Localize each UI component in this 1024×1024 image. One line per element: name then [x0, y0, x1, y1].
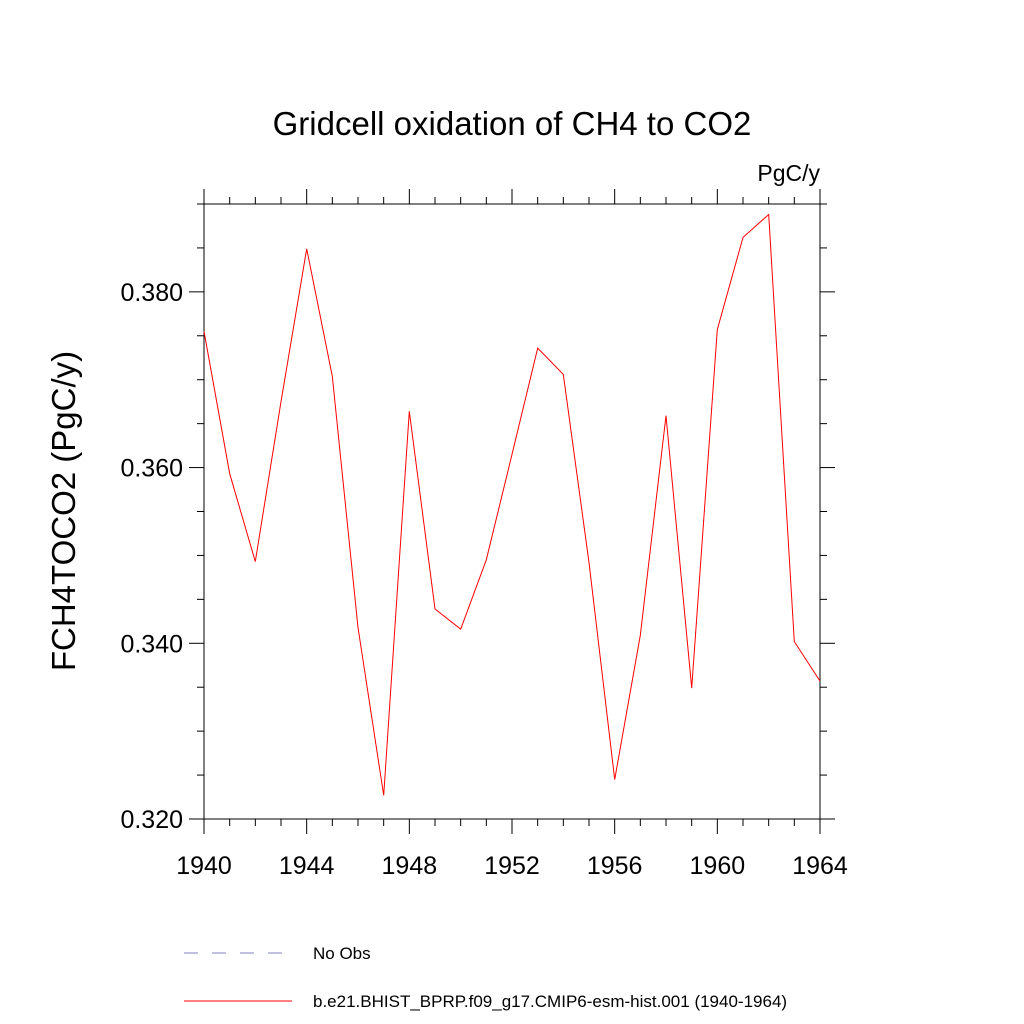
legend: No Obs b.e21.BHIST_BPRP.f09_g17.CMIP6-es… — [184, 944, 787, 1011]
y-axis-label: FCH4TOCO2 (PgC/y) — [45, 351, 82, 671]
x-tick-label: 1948 — [382, 852, 438, 880]
x-tick-label: 1952 — [484, 852, 540, 880]
plot-frame — [203, 203, 821, 820]
y-tick-label: 0.380 — [120, 279, 183, 307]
y-tick-label: 0.320 — [120, 806, 183, 834]
y-tick-label: 0.340 — [120, 630, 183, 658]
legend-label-no-obs: No Obs — [313, 944, 371, 963]
x-tick-label: 1944 — [279, 852, 335, 880]
x-tick-label: 1964 — [792, 852, 848, 880]
x-tick-label: 1960 — [690, 852, 746, 880]
x-tick-label: 1940 — [176, 852, 232, 880]
chart-title: Gridcell oxidation of CH4 to CO2 — [273, 105, 752, 142]
series-layer — [203, 213, 821, 796]
series-line — [203, 213, 821, 796]
x-tick-label: 1956 — [587, 852, 643, 880]
y-axis: 0.320 0.340 0.360 0.380 — [120, 203, 835, 834]
units-label: PgC/y — [757, 160, 820, 186]
legend-label-model-run: b.e21.BHIST_BPRP.f09_g17.CMIP6-esm-hist.… — [313, 992, 787, 1011]
x-axis: 1940 1944 1948 1952 1956 1960 1964 — [176, 189, 848, 880]
y-tick-label: 0.360 — [120, 455, 183, 483]
